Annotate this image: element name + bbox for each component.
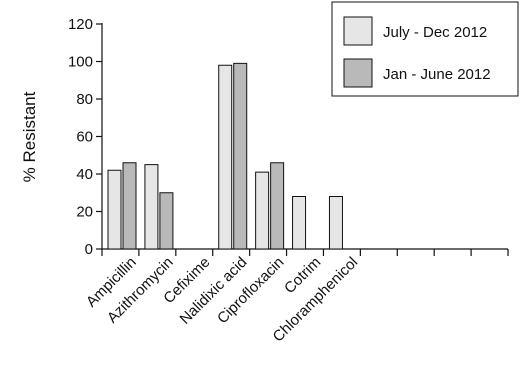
bar-chloramphenicol-series-0	[328, 196, 343, 250]
legend-label-jan-june-2012: Jan - June 2012	[383, 66, 491, 83]
bar-azithromycin-series-0	[144, 164, 159, 250]
y-tick-label: 0	[85, 241, 93, 258]
y-axis-label: % Resistant	[20, 91, 39, 182]
y-tick-label: 120	[68, 16, 93, 33]
y-axis: 0 20 40 60 80 100 120	[68, 16, 103, 258]
legend: July - Dec 2012 Jan - June 2012	[331, 1, 519, 97]
bar-nalidixic-acid-series-0	[218, 64, 233, 250]
bar-ampicillin-series-0	[107, 169, 122, 250]
y-tick-label: 20	[76, 204, 93, 221]
legend-swatch-july-dec-2012	[343, 16, 373, 46]
bar-nalidixic-acid-series-1	[233, 62, 248, 250]
bar-ciprofloxacin-series-0	[255, 171, 270, 250]
y-tick-label: 80	[76, 91, 93, 108]
y-tick-label: 100	[68, 54, 93, 71]
bars	[107, 62, 343, 250]
y-tick-label: 60	[76, 129, 93, 146]
bar-cotrim-series-0	[292, 196, 307, 250]
legend-swatch-jan-june-2012	[343, 58, 373, 88]
bar-ampicillin-series-1	[122, 162, 137, 250]
y-tick-label: 40	[76, 166, 93, 183]
legend-label-july-dec-2012: July - Dec 2012	[383, 24, 487, 41]
bar-azithromycin-series-1	[159, 192, 174, 250]
bar-ciprofloxacin-series-1	[270, 162, 285, 250]
x-axis: AmpicillinAzithromycinCefiximeNalidixic …	[83, 248, 509, 345]
